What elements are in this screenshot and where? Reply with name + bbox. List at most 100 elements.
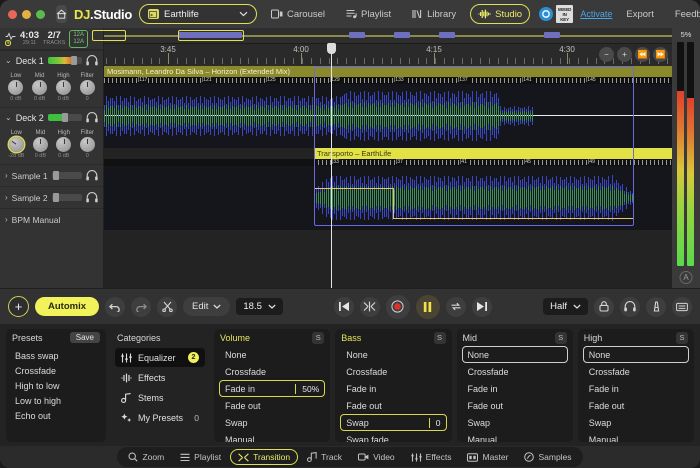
deck-1-eq-high[interactable]: High 0 dB bbox=[55, 73, 71, 102]
eq-column-solo-badge[interactable]: S bbox=[312, 331, 325, 344]
eq-option-fade-in[interactable]: Fade in bbox=[462, 380, 568, 397]
activate-link[interactable]: Activate bbox=[580, 9, 613, 19]
eq-option-swap[interactable]: Swap 0 bbox=[340, 414, 447, 431]
playhead-handle[interactable] bbox=[327, 43, 336, 54]
pause-button[interactable] bbox=[415, 294, 440, 319]
chevron-down-icon[interactable]: ⌄ bbox=[5, 113, 12, 122]
sample-1-row[interactable]: › Sample 1 bbox=[0, 165, 103, 186]
preset-item-2[interactable]: High to low bbox=[15, 380, 60, 391]
status-bar-item-effects[interactable]: Effects bbox=[404, 450, 459, 464]
status-bar-item-transition[interactable]: Transition bbox=[230, 449, 299, 465]
status-bar-item-playlist[interactable]: Playlist bbox=[173, 450, 228, 464]
eq-option-swap-fade[interactable]: Swap fade bbox=[340, 431, 446, 443]
eq-option-value[interactable]: 0 bbox=[428, 417, 441, 428]
eq-option-crossfade[interactable]: Crossfade bbox=[583, 363, 689, 380]
deck-1-header[interactable]: ⌄ Deck 1 bbox=[0, 51, 103, 70]
eq-column-solo-badge[interactable]: S bbox=[433, 331, 446, 344]
deck-1-headphone-icon[interactable] bbox=[86, 55, 98, 66]
sample-1-volume-slider[interactable] bbox=[51, 171, 82, 180]
plus-icon[interactable]: + bbox=[617, 47, 632, 62]
deck-2-eq-low[interactable]: Low -28 dB bbox=[8, 130, 24, 159]
eq-column-solo-badge[interactable]: S bbox=[676, 331, 688, 344]
eq-option-crossfade[interactable]: Crossfade bbox=[340, 363, 446, 380]
track-2-waveform[interactable] bbox=[104, 166, 672, 230]
deck-1-eq-low[interactable]: Low 0 dB bbox=[8, 73, 24, 102]
nav-carousel[interactable]: Carousel bbox=[264, 4, 332, 24]
rewind-icon[interactable]: ⏪ bbox=[635, 47, 650, 62]
keyboard-button[interactable] bbox=[672, 296, 692, 317]
record-button[interactable] bbox=[385, 294, 410, 319]
track-2-title[interactable]: Transporto – EarthLife bbox=[314, 148, 672, 159]
track-2-automation-line[interactable] bbox=[314, 188, 394, 190]
export-button[interactable]: Export bbox=[619, 4, 660, 24]
eq-option-fade-out[interactable]: Fade out bbox=[219, 397, 325, 414]
eq-option-none[interactable]: None bbox=[582, 346, 689, 363]
save-preset-button[interactable]: Save bbox=[69, 332, 100, 343]
metronome-button[interactable] bbox=[646, 296, 666, 317]
edit-menu[interactable]: Edit bbox=[183, 297, 231, 316]
track-2-automation-step[interactable] bbox=[393, 188, 395, 219]
fastforward-icon[interactable]: ⏩ bbox=[653, 47, 668, 62]
eq-option-fade-in[interactable]: Fade in bbox=[340, 380, 446, 397]
overview-selection[interactable] bbox=[178, 30, 244, 41]
eq-option-crossfade[interactable]: Crossfade bbox=[219, 363, 325, 380]
preset-item-1[interactable]: Crossfade bbox=[15, 365, 57, 376]
chevron-right-icon[interactable]: › bbox=[5, 215, 8, 224]
skip-to-start-button[interactable] bbox=[333, 296, 354, 317]
eq-option-crossfade[interactable]: Crossfade bbox=[462, 363, 568, 380]
eq-option-swap[interactable]: Swap bbox=[583, 414, 689, 431]
project-selector[interactable]: Earthlife bbox=[138, 4, 257, 24]
track-1-waveform[interactable] bbox=[104, 84, 672, 148]
eq-option-swap[interactable]: Swap bbox=[219, 414, 325, 431]
sample-1-headphone-icon[interactable] bbox=[86, 170, 98, 181]
headphone-cue-button[interactable] bbox=[620, 296, 640, 317]
bpm-manual-row[interactable]: › BPM Manual bbox=[0, 209, 103, 230]
redo-button[interactable] bbox=[131, 296, 151, 317]
home-button[interactable] bbox=[56, 5, 67, 23]
sample-2-headphone-icon[interactable] bbox=[86, 192, 98, 203]
chevron-right-icon[interactable]: › bbox=[5, 171, 8, 180]
timeline-overview[interactable] bbox=[92, 28, 672, 44]
eq-option-fade-out[interactable]: Fade out bbox=[583, 397, 689, 414]
eq-option-none[interactable]: None bbox=[340, 346, 446, 363]
grid-resolution-selector[interactable]: Half bbox=[543, 298, 588, 315]
deck-1-eq-mid[interactable]: Mid 0 dB bbox=[32, 73, 48, 102]
sample-2-volume-slider[interactable] bbox=[51, 193, 82, 202]
overview-selection[interactable] bbox=[92, 30, 126, 41]
time-ruler[interactable]: 3:45 4:00 4:15 4:30 − + ⏪ ⏩ bbox=[104, 44, 672, 66]
eq-option-none[interactable]: None bbox=[219, 346, 325, 363]
feedback-button[interactable]: Feedback bbox=[668, 4, 700, 24]
eq-option-manual[interactable]: Manual bbox=[219, 431, 325, 443]
preset-item-0[interactable]: Bass swap bbox=[15, 350, 59, 361]
category-item-equalizer[interactable]: Equalizer 2 bbox=[115, 348, 205, 367]
status-bar-item-video[interactable]: Video bbox=[351, 450, 402, 464]
preset-item-4[interactable]: Echo out bbox=[15, 410, 51, 421]
category-item-stems[interactable]: Stems bbox=[115, 389, 205, 407]
undo-button[interactable] bbox=[105, 296, 125, 317]
category-item-effects[interactable]: Effects bbox=[115, 369, 205, 387]
maximize-window-button[interactable] bbox=[36, 9, 45, 19]
eq-option-none[interactable]: None bbox=[461, 346, 568, 363]
playhead[interactable] bbox=[327, 43, 336, 288]
deck-2-eq-filter[interactable]: Filter 0 bbox=[79, 130, 95, 159]
deck-2-header[interactable]: ⌄ Deck 2 bbox=[0, 108, 103, 127]
track-2-automation-line[interactable] bbox=[394, 218, 634, 220]
eq-option-manual[interactable]: Manual bbox=[462, 431, 568, 443]
add-button[interactable]: + bbox=[8, 296, 29, 317]
window-traffic-lights[interactable] bbox=[8, 9, 45, 19]
nav-studio[interactable]: Studio bbox=[470, 4, 531, 24]
close-window-button[interactable] bbox=[8, 9, 17, 19]
deck-2-eq-mid[interactable]: Mid 0 dB bbox=[32, 130, 48, 159]
nav-playlist[interactable]: Playlist bbox=[339, 4, 398, 24]
zoom-level-selector[interactable]: 18.5 bbox=[236, 298, 283, 315]
deck-1-volume-slider[interactable] bbox=[47, 56, 82, 65]
preset-item-3[interactable]: Low to high bbox=[15, 395, 62, 406]
automix-button[interactable]: Automix bbox=[35, 297, 99, 316]
eq-option-fade-out[interactable]: Fade out bbox=[462, 397, 568, 414]
eq-option-swap[interactable]: Swap bbox=[462, 414, 568, 431]
deck-2-headphone-icon[interactable] bbox=[86, 112, 98, 123]
cut-button[interactable] bbox=[157, 296, 177, 317]
skip-to-end-button[interactable] bbox=[471, 296, 492, 317]
eq-option-value[interactable]: 50% bbox=[295, 383, 319, 394]
loop-button[interactable] bbox=[445, 296, 466, 317]
